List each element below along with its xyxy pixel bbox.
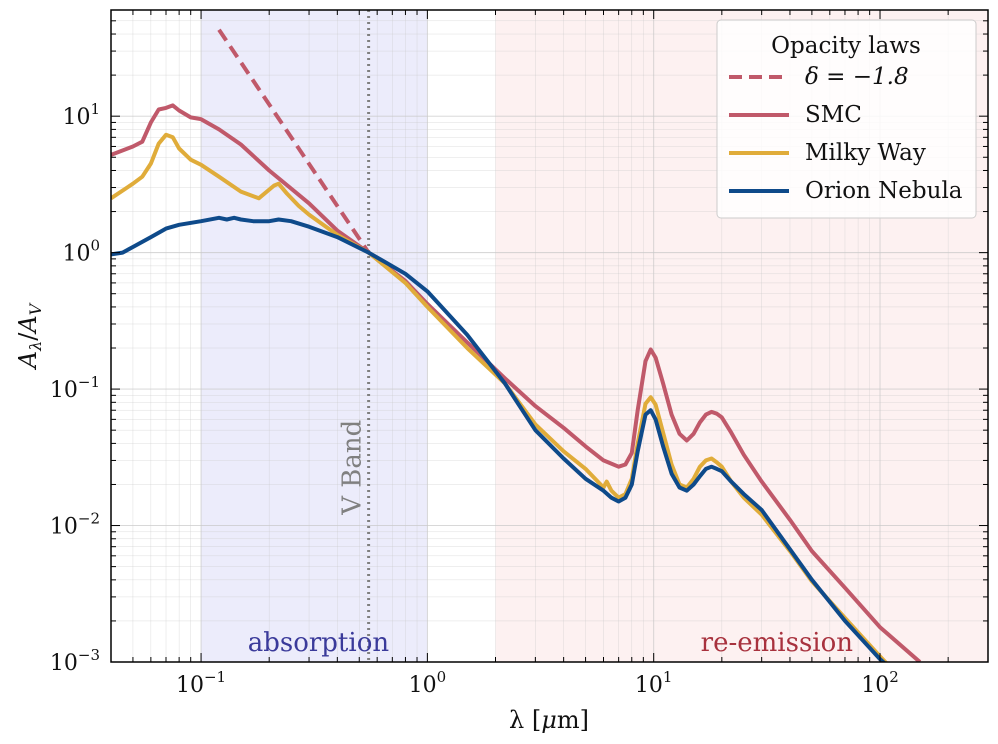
smc-legend-label: SMC: [805, 102, 862, 128]
plot-frame: [110, 9, 989, 663]
absorption-label: absorption: [248, 628, 390, 658]
x-tick-label: 10−1: [176, 668, 226, 698]
x-axis-title: λ [μm]: [509, 706, 589, 734]
axis-tick-labels: 10−1 100 101 102 10−3 10−2 10−1 100 101: [50, 100, 899, 698]
x-tick-label: 101: [635, 668, 673, 698]
x-tick-label: 100: [409, 668, 447, 698]
orion-nebula-line: [111, 215, 887, 662]
milky-way-legend-label: Milky Way: [805, 140, 926, 166]
x-tick-label: 102: [861, 668, 899, 698]
y-tick-label: 100: [62, 237, 100, 267]
legend: Opacity laws δ = −1.8 SMC Milky Way Orion N…: [716, 19, 977, 219]
re-emission-label: re-emission: [701, 628, 854, 658]
y-tick-label: 101: [62, 100, 100, 130]
v-band-marker: V Band: [338, 10, 371, 662]
orion-nebula-legend-label: Orion Nebula: [805, 178, 963, 204]
y-tick-label: 10−2: [50, 510, 100, 540]
v-band-label: V Band: [338, 420, 368, 516]
shaded-regions: [201, 10, 988, 662]
y-tick-label: 10−1: [50, 373, 100, 403]
data-series: [111, 28, 922, 662]
y-tick-label: 10−3: [50, 646, 100, 676]
y-axis-title: Aλ/AV: [14, 302, 45, 370]
legend-box: [716, 19, 977, 219]
legend-title: Opacity laws: [771, 33, 921, 59]
grid-lines: [111, 10, 988, 662]
absorption-region: [201, 10, 428, 662]
milky-way-line: [111, 132, 889, 662]
delta-legend-label: δ = −1.8: [805, 64, 909, 90]
region-labels: absorption re-emission: [248, 628, 854, 658]
smc-line: [111, 103, 922, 662]
axis-ticks: [110, 9, 989, 663]
delta-line: [217, 28, 371, 254]
